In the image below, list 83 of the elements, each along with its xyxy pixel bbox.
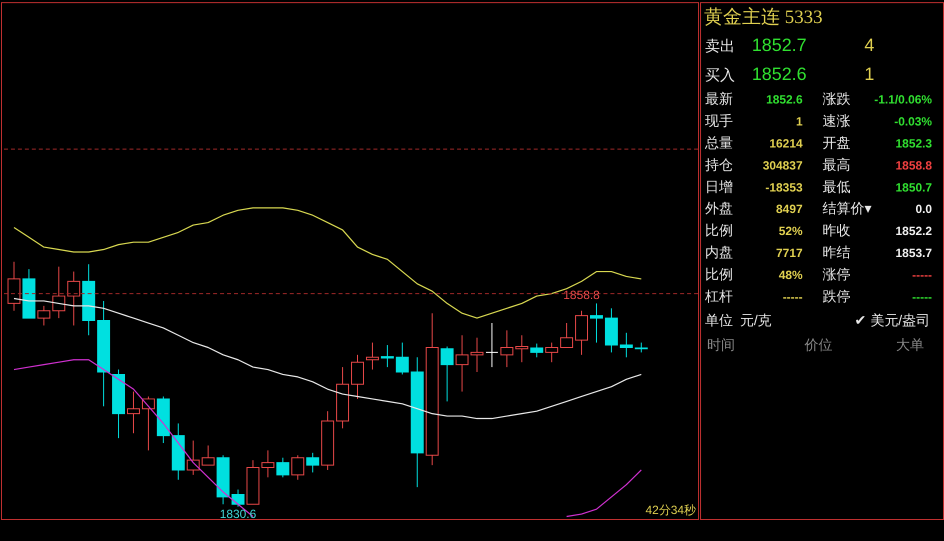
text: 1852.6 [766, 92, 803, 107]
text: 现手 [705, 112, 734, 129]
text: 48% [778, 268, 803, 282]
candlestick [485, 322, 498, 368]
text: 开盘 [822, 134, 851, 151]
text: 杠杆 [704, 288, 734, 304]
text: 最新 [705, 90, 734, 107]
candlestick [590, 302, 603, 344]
text: 16214 [769, 136, 803, 151]
text: 涨停 [822, 266, 851, 282]
text: ----- [912, 268, 932, 282]
annotation: 1858.8 [563, 288, 600, 302]
candlestick [232, 489, 244, 508]
text: 结算价▾ [822, 200, 872, 216]
candlestick [560, 322, 574, 348]
candlestick [545, 342, 558, 363]
candlestick [202, 444, 215, 466]
text: 1852.6 [752, 64, 807, 84]
text: 时间 [707, 336, 736, 353]
text: -0.03% [894, 114, 932, 129]
text: 比例 [705, 222, 734, 238]
text: 最高 [822, 156, 851, 172]
text: 日增 [705, 178, 734, 194]
text: 1 [796, 114, 803, 129]
text: 1850.7 [896, 180, 932, 194]
candlestick [634, 342, 648, 353]
text: 跌停 [822, 288, 851, 304]
text: -18353 [765, 180, 803, 194]
text: 持仓 [705, 156, 734, 172]
text: 内盘 [705, 244, 734, 260]
text: 总量 [704, 134, 734, 151]
text: 1858.8 [896, 158, 932, 172]
text: 304837 [762, 158, 803, 172]
text: 黄金主连 5333 [704, 6, 823, 28]
text: ----- [912, 290, 932, 304]
candlestick [37, 305, 50, 326]
text: ----- [782, 290, 803, 304]
text: 涨跌 [822, 90, 851, 107]
text: 1852.2 [896, 224, 932, 238]
candlestick [291, 454, 304, 480]
candlestick [440, 346, 454, 402]
text: 1852.3 [896, 136, 932, 151]
text: 0.0 [915, 202, 932, 216]
candlestick [52, 266, 66, 319]
text: 大单 [896, 336, 924, 353]
candlestick [620, 332, 633, 358]
candlestick [500, 330, 514, 368]
text: 比例 [705, 266, 734, 282]
text: 买入 [705, 66, 736, 84]
candlestick [186, 440, 200, 476]
candlestick [306, 452, 320, 473]
text: 1853.7 [896, 246, 932, 260]
text: 外盘 [705, 200, 734, 216]
text: 昨结 [822, 244, 851, 260]
candlestick [515, 334, 528, 363]
text: 卖出 [705, 38, 736, 55]
text: 速涨 [822, 112, 851, 129]
text: 4 [864, 34, 874, 55]
text: 7717 [776, 246, 803, 260]
text: 1830.6 [220, 506, 257, 521]
text: ✔ 美元/盎司 [854, 312, 930, 328]
annotation: 42分34秒 [645, 502, 696, 517]
candlestick [366, 342, 379, 370]
candlestick [380, 344, 394, 368]
candlestick [530, 343, 544, 358]
text: 昨收 [822, 222, 851, 238]
candlestick [67, 271, 80, 326]
text: 单位 [705, 312, 734, 328]
candlestick [470, 337, 484, 372]
candlestick [261, 450, 274, 478]
text: 1 [864, 64, 874, 84]
candlestick [456, 334, 469, 392]
text: -1.1/0.06% [874, 92, 932, 107]
text: 最低 [822, 178, 851, 194]
candlestick [276, 457, 290, 478]
candlestick [127, 391, 140, 434]
text: 价位 [804, 336, 833, 353]
text: 52% [778, 224, 803, 238]
text: 1852.7 [752, 34, 807, 55]
text: 8497 [776, 202, 803, 216]
candlestick [396, 342, 409, 375]
text: 元/克 [740, 312, 772, 328]
candlestick [351, 354, 364, 400]
